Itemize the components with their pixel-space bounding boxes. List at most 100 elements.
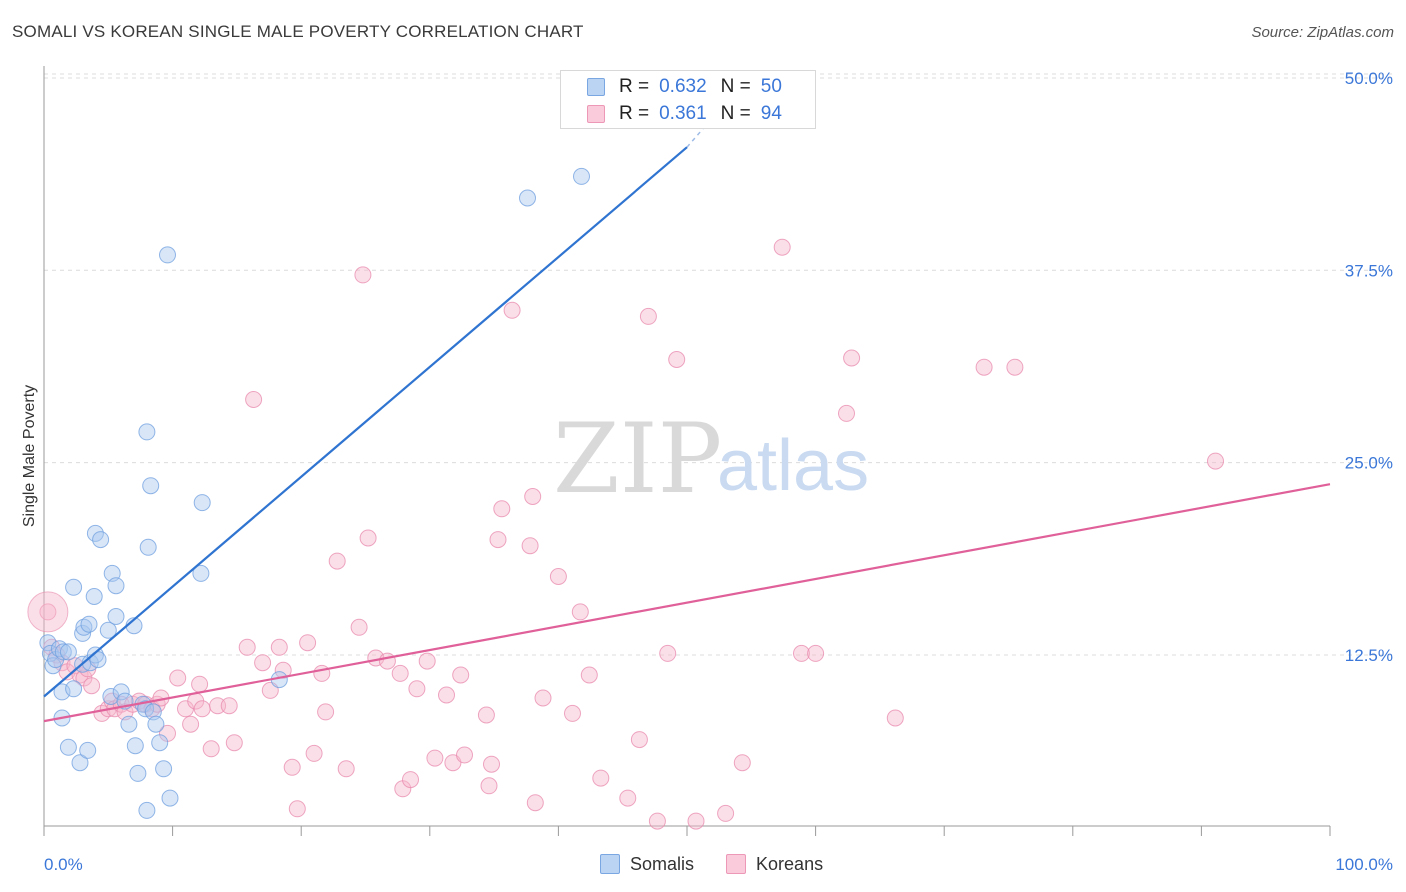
- korean-point-27: [191, 675, 209, 693]
- korean-point-29: [202, 740, 220, 758]
- korean-point-69: [526, 794, 544, 812]
- legend-item-somalis: Somalis: [600, 854, 694, 875]
- korean-point-91: [886, 709, 904, 727]
- legend-item-koreans: Koreans: [726, 854, 823, 875]
- korean-point-57: [426, 749, 444, 767]
- chart-title: SOMALI VS KOREAN SINGLE MALE POVERTY COR…: [12, 22, 584, 41]
- somali-point-38: [138, 801, 156, 819]
- somali-point-12: [74, 624, 92, 642]
- r-label: R =: [619, 76, 650, 97]
- korean-point-9: [83, 677, 101, 695]
- somali-point-46: [161, 789, 179, 807]
- korean-point-78: [630, 731, 648, 749]
- somali-point-11: [59, 738, 77, 756]
- korean-point-42: [305, 744, 323, 762]
- korean-point-81: [659, 644, 677, 662]
- korean-point-72: [549, 568, 567, 585]
- korean-point-46: [337, 760, 355, 778]
- koreans-trend-line: [43, 483, 1331, 723]
- somalis-trend-line: [43, 146, 688, 698]
- somalis-swatch: [587, 78, 605, 96]
- somali-point-50: [519, 189, 536, 207]
- korean-point-71: [534, 689, 552, 707]
- korean-point-49: [354, 266, 372, 284]
- n-value: 50: [760, 76, 782, 97]
- korean-point-77: [619, 789, 637, 807]
- korean-point-65: [489, 531, 507, 549]
- korean-point-79: [639, 307, 657, 325]
- koreans-legend-swatch: [726, 854, 747, 874]
- korean-point-51: [378, 652, 396, 670]
- korean-point-39: [283, 758, 301, 776]
- somali-point-43: [151, 734, 169, 752]
- korean-point-32: [225, 734, 243, 752]
- korean-point-55: [408, 680, 426, 698]
- x-tick-label-max: 100.0%: [1335, 855, 1393, 874]
- n-label: N =: [720, 103, 751, 124]
- korean-point-41: [299, 634, 317, 652]
- y-tick-labels: 12.5% 25.0% 37.5% 50.0%: [1345, 69, 1393, 665]
- korean-point-90: [843, 349, 861, 367]
- somali-point-40: [142, 477, 160, 495]
- koreans-points: [27, 238, 1224, 830]
- somali-point-44: [155, 760, 173, 778]
- korean-point-89: [838, 404, 855, 422]
- korean-point-37: [270, 638, 288, 656]
- korean-point-88: [807, 644, 825, 662]
- korean-point-48: [359, 529, 377, 547]
- somali-point-7: [65, 578, 83, 596]
- somali-point-20: [86, 646, 104, 664]
- korean-point-76: [592, 769, 610, 787]
- legend-row-somalis: R = 0.632 N = 50: [587, 75, 782, 99]
- axes: [43, 66, 1331, 836]
- korean-point-35: [254, 654, 272, 672]
- legend-label-koreans: Koreans: [756, 853, 824, 874]
- korean-point-75: [580, 666, 598, 684]
- korean-point-80: [648, 812, 666, 830]
- r-value: 0.632: [659, 76, 707, 97]
- korean-point-63: [480, 777, 498, 795]
- korean-point-66: [493, 500, 511, 518]
- korean-point-34: [245, 391, 263, 408]
- korean-point-33: [238, 638, 256, 656]
- korean-point-87: [793, 644, 810, 662]
- somali-point-47: [192, 564, 210, 582]
- korean-point-45: [328, 552, 346, 570]
- korean-point-74: [571, 603, 589, 621]
- korean-large-point: [27, 591, 69, 633]
- somali-point-14: [80, 615, 98, 633]
- somali-point-6: [59, 643, 77, 661]
- somali-point-42: [147, 715, 165, 733]
- watermark-zip: ZIP: [553, 403, 722, 515]
- korean-point-94: [1207, 452, 1224, 470]
- korean-point-40: [288, 800, 306, 818]
- legend-row-koreans: R = 0.361 N = 94: [587, 102, 782, 126]
- r-value: 0.361: [659, 103, 707, 124]
- somali-point-31: [120, 715, 138, 733]
- korean-point-68: [521, 537, 539, 555]
- korean-point-44: [317, 703, 335, 721]
- somali-point-25: [99, 621, 117, 639]
- korean-point-38: [274, 661, 292, 679]
- korean-point-56: [418, 652, 436, 670]
- korean-point-58: [438, 686, 455, 704]
- korean-point-83: [687, 812, 705, 830]
- y-tick-label-0: 12.5%: [1345, 646, 1393, 665]
- korean-point-64: [483, 755, 500, 773]
- somalis-legend-swatch: [600, 854, 620, 874]
- koreans-swatch: [587, 105, 605, 123]
- somali-point-9: [65, 680, 83, 698]
- y-tick-label-3: 50.0%: [1345, 69, 1393, 88]
- somali-point-5: [54, 643, 72, 661]
- korean-point-23: [169, 669, 187, 687]
- korean-point-84: [717, 804, 735, 822]
- n-label: N =: [720, 76, 751, 97]
- somali-point-33: [126, 737, 144, 755]
- korean-point-28: [193, 700, 211, 718]
- somali-point-48: [193, 494, 211, 512]
- somali-point-39: [139, 538, 157, 556]
- korean-point-25: [182, 715, 200, 733]
- korean-point-30: [209, 697, 227, 715]
- legend-label-somalis: Somalis: [630, 853, 695, 874]
